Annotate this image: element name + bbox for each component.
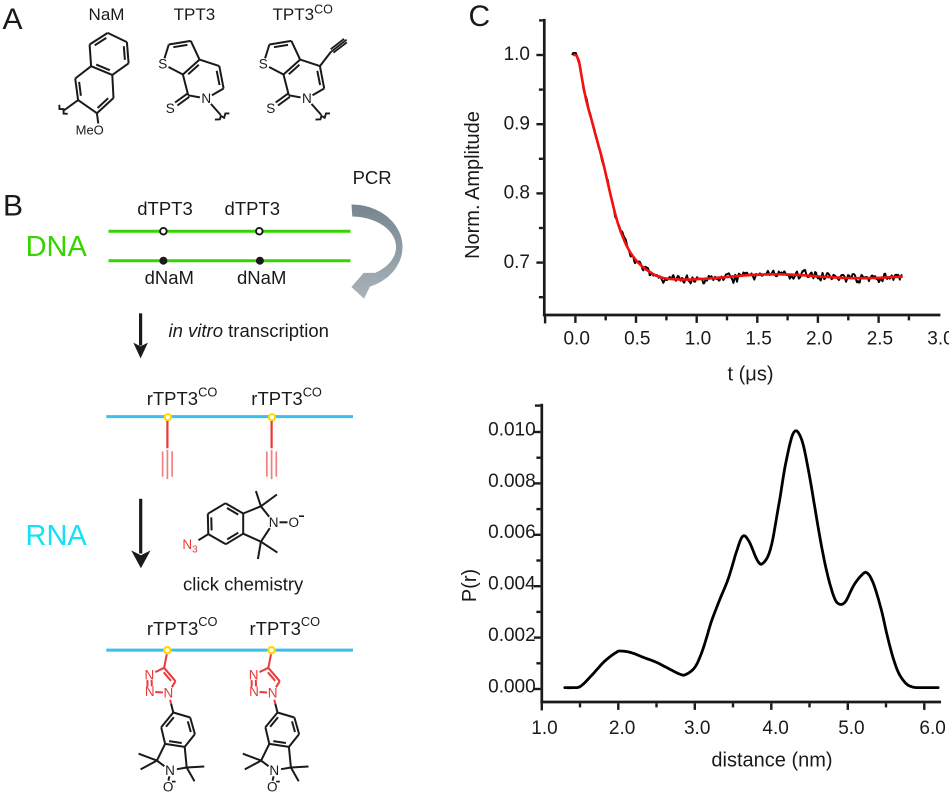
svg-text:0.7: 0.7 xyxy=(504,252,530,273)
svg-text:2.5: 2.5 xyxy=(867,328,893,349)
svg-text:6.0: 6.0 xyxy=(919,718,945,739)
svg-text:A: A xyxy=(3,3,23,36)
svg-text:N: N xyxy=(145,684,155,699)
svg-text:1.0: 1.0 xyxy=(504,44,530,65)
svg-text:B: B xyxy=(3,190,23,223)
svg-text:C: C xyxy=(469,0,491,33)
svg-text:TPT3: TPT3 xyxy=(174,5,216,24)
svg-text:5.0: 5.0 xyxy=(838,718,864,739)
svg-text:dTPT3: dTPT3 xyxy=(225,198,281,219)
svg-text:DNA: DNA xyxy=(26,231,88,263)
svg-text:S: S xyxy=(166,101,175,116)
svg-text:dNaM: dNaM xyxy=(237,267,286,288)
svg-text:dNaM: dNaM xyxy=(145,267,194,288)
svg-text:click chemistry: click chemistry xyxy=(183,574,304,595)
svg-text:N: N xyxy=(201,91,211,106)
svg-text:N: N xyxy=(164,685,174,700)
svg-text:O: O xyxy=(289,515,300,530)
svg-text:N: N xyxy=(269,763,279,778)
svg-text:N: N xyxy=(249,684,259,699)
svg-text:1.0: 1.0 xyxy=(531,718,557,739)
svg-text:N: N xyxy=(268,685,278,700)
svg-text:N: N xyxy=(249,667,259,682)
svg-text:O: O xyxy=(163,780,174,795)
svg-text:dTPT3: dTPT3 xyxy=(137,198,193,219)
svg-text:0.5: 0.5 xyxy=(624,328,650,349)
svg-text:RNA: RNA xyxy=(26,520,88,552)
svg-text:rTPT3CO: rTPT3CO xyxy=(251,384,322,409)
svg-text:0.008: 0.008 xyxy=(488,471,536,492)
svg-text:N: N xyxy=(165,763,175,778)
svg-text:NaM: NaM xyxy=(89,5,125,24)
svg-text:2.0: 2.0 xyxy=(609,718,635,739)
svg-text:2.0: 2.0 xyxy=(806,328,832,349)
svg-text:0.002: 0.002 xyxy=(488,625,536,646)
svg-text:S: S xyxy=(266,101,275,116)
svg-text:0.9: 0.9 xyxy=(504,113,530,134)
svg-text:4.0: 4.0 xyxy=(762,718,788,739)
svg-text:0.006: 0.006 xyxy=(488,522,536,543)
svg-text:0.8: 0.8 xyxy=(504,183,530,204)
svg-text:PCR: PCR xyxy=(353,167,392,188)
svg-text:3.0: 3.0 xyxy=(684,718,710,739)
svg-text:N: N xyxy=(302,91,312,106)
svg-text:0.004: 0.004 xyxy=(488,574,536,595)
svg-text:1.5: 1.5 xyxy=(745,328,771,349)
svg-text:3.0: 3.0 xyxy=(927,328,949,349)
svg-text:Norm. Amplitude: Norm. Amplitude xyxy=(462,111,484,259)
svg-text:0.010: 0.010 xyxy=(488,419,536,440)
svg-text:t (μs): t (μs) xyxy=(728,364,774,386)
svg-text:rTPT3CO: rTPT3CO xyxy=(250,614,321,639)
svg-text:S: S xyxy=(158,57,167,72)
svg-text:N: N xyxy=(269,515,279,530)
svg-text:MeO: MeO xyxy=(76,123,104,138)
svg-text:1.0: 1.0 xyxy=(685,328,711,349)
svg-text:O: O xyxy=(267,780,278,795)
svg-text:0.0: 0.0 xyxy=(563,328,589,349)
svg-text:S: S xyxy=(259,57,268,72)
svg-text:N: N xyxy=(145,667,155,682)
svg-text:0.000: 0.000 xyxy=(488,676,536,697)
svg-text:in vitro transcription: in vitro transcription xyxy=(169,320,329,341)
svg-text:P(r): P(r) xyxy=(459,569,481,602)
svg-text:distance (nm): distance (nm) xyxy=(711,750,832,772)
